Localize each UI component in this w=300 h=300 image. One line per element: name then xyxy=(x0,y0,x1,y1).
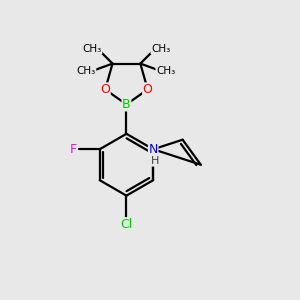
Text: N: N xyxy=(148,143,158,156)
Text: CH₃: CH₃ xyxy=(151,44,170,54)
Text: O: O xyxy=(143,83,153,96)
Text: CH₃: CH₃ xyxy=(156,66,175,76)
Text: Cl: Cl xyxy=(120,218,133,231)
Text: CH₃: CH₃ xyxy=(82,44,102,54)
Text: B: B xyxy=(122,98,131,111)
Text: F: F xyxy=(70,143,77,156)
Text: CH₃: CH₃ xyxy=(76,66,96,76)
Text: H: H xyxy=(151,156,159,166)
Text: O: O xyxy=(100,83,110,96)
